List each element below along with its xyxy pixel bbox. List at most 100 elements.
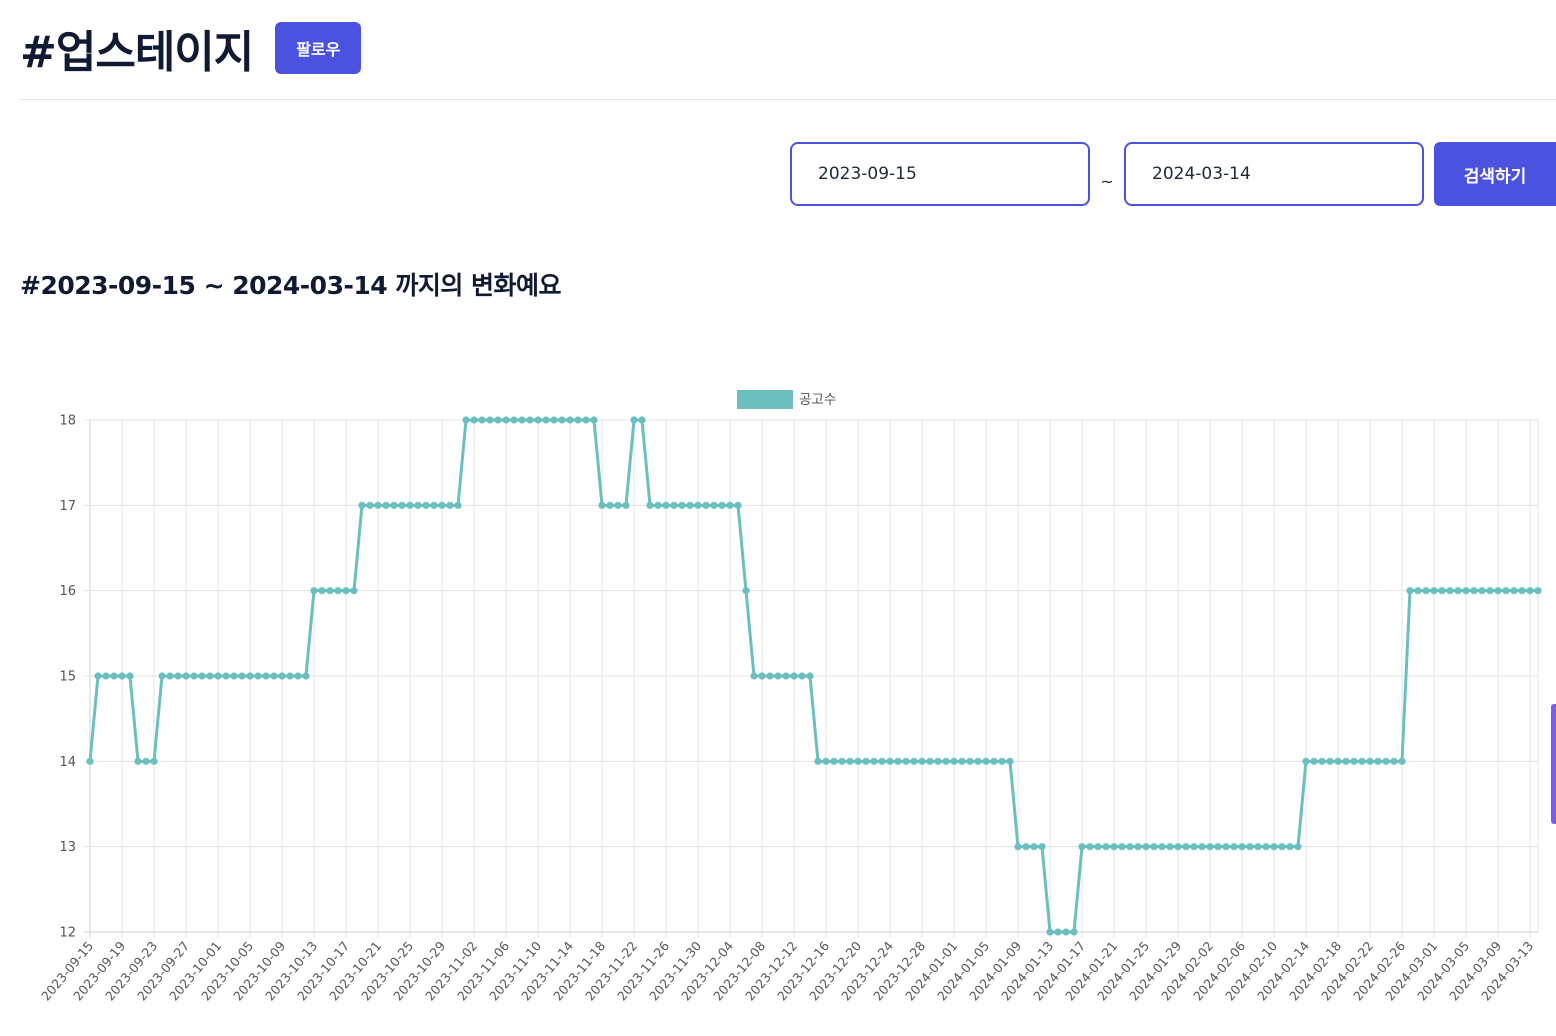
data-point	[734, 501, 742, 509]
data-point	[814, 757, 822, 765]
data-point	[1014, 843, 1022, 851]
data-point	[166, 672, 174, 680]
data-point	[1054, 928, 1062, 936]
data-point	[1414, 587, 1422, 595]
data-point	[174, 672, 182, 680]
data-point	[430, 501, 438, 509]
data-point	[1142, 843, 1150, 851]
data-point	[966, 757, 974, 765]
data-point	[414, 501, 422, 509]
data-point	[462, 416, 470, 424]
data-point	[158, 672, 166, 680]
data-point	[246, 672, 254, 680]
y-tick-label: 18	[59, 414, 76, 429]
data-point	[742, 587, 750, 595]
data-point	[422, 501, 430, 509]
end-date-input[interactable]	[1124, 142, 1424, 206]
data-point	[1262, 843, 1270, 851]
data-point	[438, 501, 446, 509]
scrollbar-handle[interactable]	[1551, 704, 1556, 824]
data-point	[910, 757, 918, 765]
data-point	[942, 757, 950, 765]
data-point	[758, 672, 766, 680]
data-point	[310, 587, 318, 595]
data-point	[494, 416, 502, 424]
data-point	[334, 587, 342, 595]
data-point	[486, 416, 494, 424]
data-point	[1382, 757, 1390, 765]
data-point	[702, 501, 710, 509]
search-button[interactable]: 검색하기	[1434, 142, 1556, 206]
data-point	[1526, 587, 1534, 595]
date-range-search: ~ 검색하기	[790, 142, 1556, 206]
data-point	[502, 416, 510, 424]
data-point	[574, 416, 582, 424]
data-point	[902, 757, 910, 765]
data-point	[1318, 757, 1326, 765]
data-point	[454, 501, 462, 509]
data-point	[534, 416, 542, 424]
data-point	[654, 501, 662, 509]
data-point	[1190, 843, 1198, 851]
data-point	[214, 672, 222, 680]
data-point	[1326, 757, 1334, 765]
data-point	[1470, 587, 1478, 595]
follow-button[interactable]: 팔로우	[275, 22, 362, 74]
data-point	[366, 501, 374, 509]
y-tick-label: 15	[59, 670, 76, 685]
data-point	[446, 501, 454, 509]
data-point	[854, 757, 862, 765]
data-point	[302, 672, 310, 680]
data-point	[1502, 587, 1510, 595]
data-point	[1094, 843, 1102, 851]
data-point	[646, 501, 654, 509]
data-point	[998, 757, 1006, 765]
page-header: #업스테이지 팔로우	[20, 16, 362, 80]
section-heading: #2023-09-15 ~ 2024-03-14 까지의 변화예요	[20, 271, 562, 300]
data-point	[134, 757, 142, 765]
data-point	[1030, 843, 1038, 851]
data-point	[222, 672, 230, 680]
legend-label: 공고수	[799, 392, 836, 408]
data-point	[230, 672, 238, 680]
start-date-input[interactable]	[790, 142, 1090, 206]
data-point	[262, 672, 270, 680]
data-point	[974, 757, 982, 765]
data-point	[1254, 843, 1262, 851]
data-point	[1278, 843, 1286, 851]
data-point	[1534, 587, 1542, 595]
y-tick-label: 16	[59, 584, 76, 599]
data-point	[670, 501, 678, 509]
data-point	[950, 757, 958, 765]
data-point	[838, 757, 846, 765]
data-point	[694, 501, 702, 509]
data-point	[1454, 587, 1462, 595]
data-point	[150, 757, 158, 765]
data-point	[182, 672, 190, 680]
data-point	[318, 587, 326, 595]
data-point	[918, 757, 926, 765]
data-point	[1478, 587, 1486, 595]
data-point	[926, 757, 934, 765]
data-point	[206, 672, 214, 680]
y-tick-label: 14	[59, 755, 76, 770]
job-postings-line-chart: 2023-09-152023-09-192023-09-232023-09-27…	[38, 390, 1542, 1004]
data-point	[1126, 843, 1134, 851]
data-point	[1102, 843, 1110, 851]
data-point	[398, 501, 406, 509]
data-point	[614, 501, 622, 509]
data-point	[1214, 843, 1222, 851]
data-point	[1022, 843, 1030, 851]
data-point	[1310, 757, 1318, 765]
data-point	[1358, 757, 1366, 765]
data-point	[374, 501, 382, 509]
data-point	[894, 757, 902, 765]
data-point	[1390, 757, 1398, 765]
data-point	[1350, 757, 1358, 765]
data-point	[750, 672, 758, 680]
data-point	[1494, 587, 1502, 595]
header-divider	[20, 99, 1556, 100]
data-point	[1006, 757, 1014, 765]
data-point	[1078, 843, 1086, 851]
data-point	[126, 672, 134, 680]
